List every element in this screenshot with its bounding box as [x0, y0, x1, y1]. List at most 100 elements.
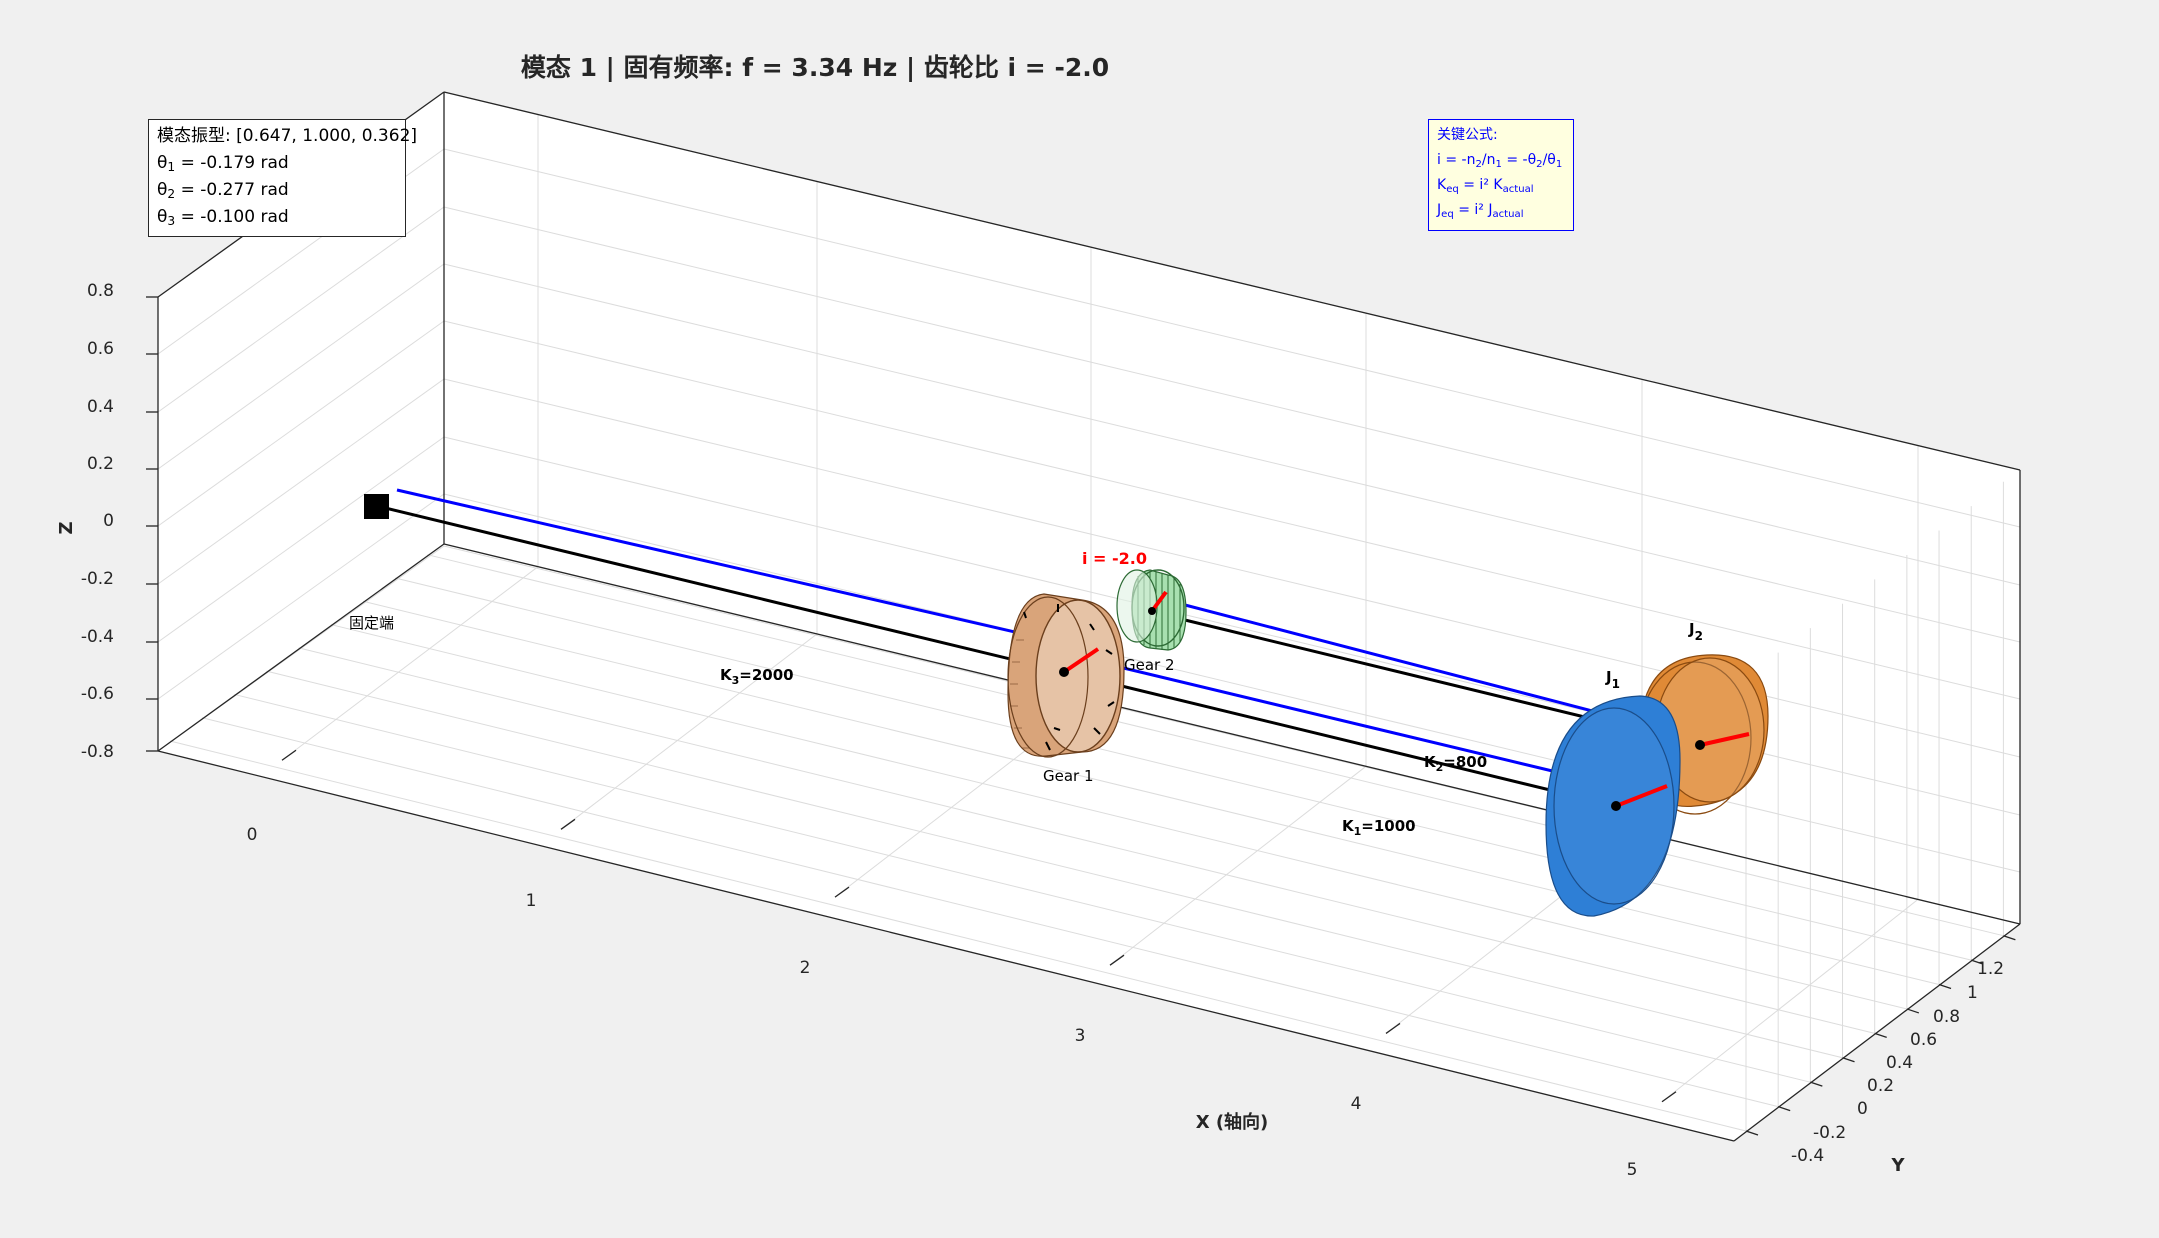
- grid-line-x: [1109, 765, 1367, 966]
- grid-line-z: [157, 206, 445, 413]
- x-axis-label: X (轴向): [1196, 1111, 1269, 1133]
- y-tick: [1810, 1081, 1823, 1087]
- z-tick-label: -0.2: [81, 569, 114, 589]
- x-tick: [1661, 1091, 1677, 1103]
- formula-title: 关键公式:: [1437, 127, 1498, 143]
- grid-line-z: [443, 320, 2021, 700]
- ratio-label: i = -2.0: [1082, 549, 1147, 568]
- fixed-end-label: 固定端: [349, 614, 394, 632]
- j1-rotation-marker: [1615, 784, 1668, 808]
- theta-1-row: θ1 = -0.179 rad: [157, 153, 289, 174]
- y-tick-label: 1.2: [1977, 959, 2004, 979]
- grid-line-y: [266, 670, 1843, 1059]
- j1-disc: [1545, 695, 1681, 917]
- z-tick-labels: 0.8 0.6 0.4 0.2 0 -0.2 -0.4 -0.6 -0.8: [81, 281, 114, 762]
- y-tick: [1938, 983, 1952, 990]
- grid-line-y: [330, 624, 1907, 1010]
- mode-shape-text: 模态振型: [0.647, 1.000, 0.362]: [157, 126, 418, 146]
- z-tick-label: -0.6: [81, 684, 114, 704]
- formula-line-keq: Keq = i² Kactual: [1437, 177, 1534, 195]
- x-tick: [560, 818, 576, 830]
- k3-label: K3=2000: [720, 666, 794, 687]
- grid-line-z: [157, 263, 445, 470]
- x-tick: [281, 749, 297, 761]
- y-tick-label: 0.8: [1933, 1007, 1960, 1027]
- k3-shaft-blue: [396, 488, 1116, 657]
- z-tick-label: 0.8: [87, 281, 114, 301]
- grid-line-y: [234, 693, 1811, 1083]
- theta-2-row: θ2 = -0.277 rad: [157, 180, 289, 201]
- y-tick: [1842, 1057, 1855, 1063]
- j2-rotation-marker: [1699, 732, 1750, 747]
- gear-1-label: Gear 1: [1043, 767, 1094, 785]
- grid-line-z: [157, 378, 445, 585]
- grid-line-y: [395, 577, 1972, 961]
- tick-marks: [146, 296, 2016, 1136]
- grid-line-y: [427, 554, 2004, 937]
- y-tick: [1745, 1130, 1759, 1136]
- y-tick: [1906, 1008, 1920, 1014]
- z-tick-label: 0.4: [87, 397, 114, 417]
- x-tick-label: 2: [800, 958, 811, 978]
- z-tick-label: -0.4: [81, 627, 114, 647]
- y-tick-label: 0.6: [1910, 1030, 1937, 1050]
- x-tick-label: 5: [1627, 1160, 1638, 1180]
- y-tick: [1874, 1032, 1887, 1038]
- k1-shaft-black: [1063, 670, 1617, 808]
- grid-line-x: [281, 566, 539, 761]
- x-tick-label: 4: [1351, 1094, 1362, 1114]
- x-tick: [1385, 1022, 1401, 1034]
- grid-line-z: [443, 263, 2021, 643]
- grid-line-z: [157, 320, 445, 527]
- z-tick-label: -0.8: [81, 742, 114, 762]
- y-tick-labels: -0.4 -0.2 0 0.2 0.4 0.6 0.8 1 1.2: [1791, 959, 2004, 1166]
- x-tick-label: 1: [526, 891, 537, 911]
- j2-label: J2: [1688, 620, 1703, 643]
- gear-2: [1116, 569, 1187, 651]
- gear-1-rotation-marker: [1062, 647, 1100, 674]
- y-axis-label: Y: [1890, 1155, 1905, 1176]
- y-tick-label: -0.4: [1791, 1146, 1824, 1166]
- y-tick-label: -0.2: [1813, 1123, 1846, 1143]
- x-tick-label: 3: [1075, 1026, 1086, 1046]
- grid-line-z: [443, 493, 2021, 873]
- grid-line-z: [443, 148, 2021, 528]
- grid-line-z: [157, 493, 445, 700]
- x-tick: [834, 886, 850, 898]
- y-tick: [1777, 1105, 1791, 1112]
- z-axis-label: Z: [56, 521, 77, 534]
- k1-shaft-blue: [1089, 658, 1641, 794]
- grid-line-x: [1661, 899, 1919, 1103]
- formula-line-ratio: i = -n2/n1 = -θ2/θ1: [1437, 152, 1563, 170]
- x-tick-label: 0: [247, 825, 258, 845]
- mode-shape-info-box: 模态振型: [0.647, 1.000, 0.362] θ1 = -0.179 …: [148, 119, 418, 237]
- gear-1: [1007, 593, 1125, 758]
- formula-line-jeq: Jeq = i² Jactual: [1437, 202, 1524, 220]
- k2-label: K2=800: [1424, 753, 1487, 774]
- z-tick-label: 0.2: [87, 454, 114, 474]
- chart-title: 模态 1 | 固有频率: f = 3.34 Hz | 齿轮比 i = -2.0: [521, 53, 1109, 82]
- grid-line-x: [560, 633, 818, 830]
- k3-shaft-black: [376, 504, 1065, 674]
- y-tick-label: 0.4: [1886, 1053, 1913, 1073]
- gear-2-label: Gear 2: [1124, 656, 1175, 674]
- y-tick-label: 0: [1857, 1099, 1868, 1119]
- grid-line-y: [202, 717, 1779, 1108]
- y-tick-label: 0.2: [1867, 1076, 1894, 1096]
- z-tick-label: 0: [103, 511, 114, 531]
- grid-line-y: [298, 647, 1875, 1034]
- x-tick: [1109, 954, 1125, 966]
- z-tick-label: 0.6: [87, 339, 114, 359]
- grid-line-y: [362, 600, 1940, 986]
- formula-box: 关键公式: i = -n2/n1 = -θ2/θ1 Keq = i² Kactu…: [1428, 119, 1574, 231]
- y-tick: [1971, 959, 1984, 965]
- y-tick-label: 1: [1967, 983, 1978, 1003]
- shafts: [376, 488, 1701, 808]
- theta-3-row: θ3 = -0.100 rad: [157, 207, 289, 228]
- x-tick-labels: 0 1 2 3 4 5: [247, 825, 1638, 1180]
- grid-line-z: [443, 206, 2021, 586]
- grid-line-y: [169, 740, 1747, 1132]
- k1-label: K1=1000: [1342, 817, 1416, 838]
- y-tick: [2003, 935, 2016, 941]
